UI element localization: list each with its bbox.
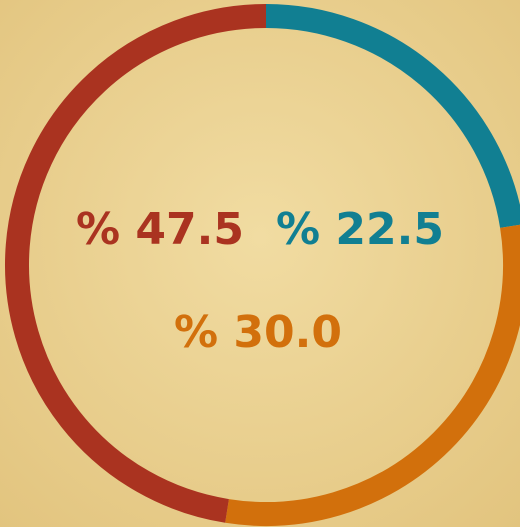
- donut-segment: [265, 4, 520, 228]
- donut-segment: [5, 4, 267, 523]
- value-label: % 47.5: [76, 204, 244, 255]
- value-label: % 22.5: [276, 204, 444, 255]
- value-label: % 30.0: [174, 307, 342, 358]
- donut-segment: [225, 224, 520, 526]
